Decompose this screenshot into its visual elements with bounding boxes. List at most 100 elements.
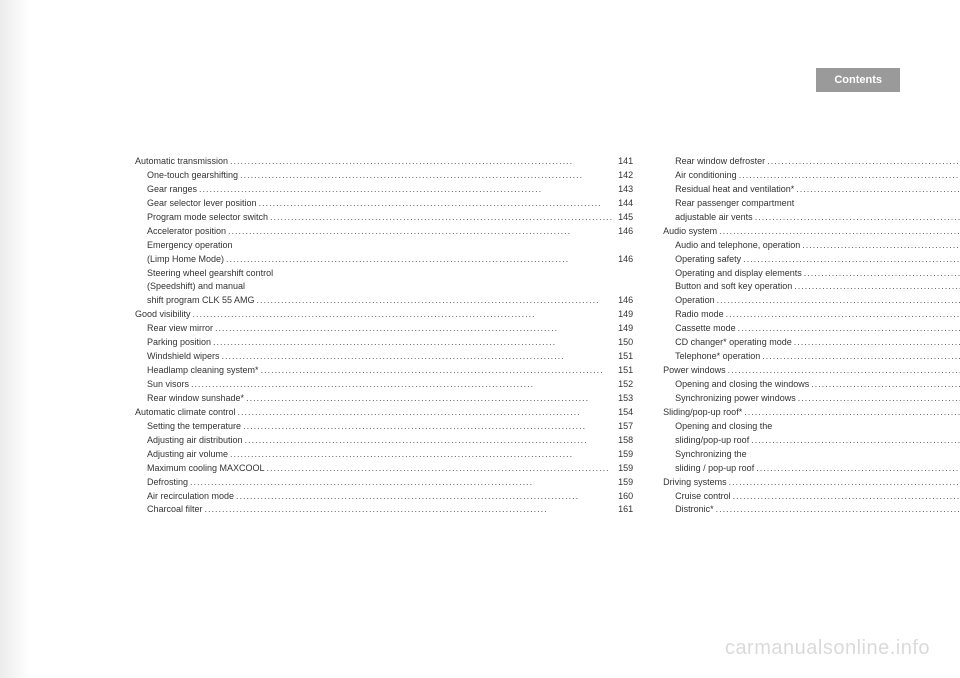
toc-entry-label: Telephone* operation [663,350,760,364]
toc-entry: Air conditioning163 [663,169,960,183]
toc-entry-label: shift program CLK 55 AMG [135,294,255,308]
toc-leader-dots [811,378,960,392]
toc-leader-dots [794,336,960,350]
toc-leader-dots [733,490,960,504]
toc-entry: Rear window sunshade* 153 [135,392,633,406]
toc-entry-page: 157 [615,420,633,434]
toc-entry-page: 149 [615,308,633,322]
toc-column-2: Rear window defroster162Air conditioning… [663,155,960,517]
watermark-text: carmanualsonline.info [725,637,930,660]
toc-entry-page: 161 [615,503,633,517]
toc-leader-dots [193,308,614,322]
toc-entry-label: One-touch gearshifting [135,169,238,183]
toc-leader-dots [259,197,614,211]
toc-entry: Rear view mirror 149 [135,322,633,336]
toc-leader-dots [762,350,960,364]
toc-columns: Automatic transmission141One-touch gears… [135,155,885,517]
toc-entry-page: 146 [615,225,633,239]
toc-entry-page: 153 [615,392,633,406]
toc-entry-label: Accelerator position [135,225,226,239]
toc-leader-dots [222,350,614,364]
toc-entry-label: Program mode selector switch [135,211,268,225]
toc-leader-dots [756,462,960,476]
toc-entry: Operation168 [663,294,960,308]
binding-shadow [0,0,30,678]
toc-entry: One-touch gearshifting 142 [135,169,633,183]
toc-entry: Adjusting air distribution158 [135,434,633,448]
toc-entry-page: 142 [615,169,633,183]
toc-entry: Cassette mode174 [663,322,960,336]
toc-entry-label: Residual heat and ventilation* [663,183,794,197]
toc-entry: Automatic transmission 141 [135,155,633,169]
toc-entry-label: Parking position [135,336,211,350]
toc-leader-dots [729,476,960,490]
toc-leader-dots [767,155,960,169]
toc-entry-label: Operating safety [663,253,741,267]
toc-entry-page: 145 [615,211,633,225]
toc-entry-label: Gear ranges [135,183,197,197]
toc-entry-label: sliding / pop-up roof [663,462,754,476]
toc-entry-page: 149 [615,322,633,336]
toc-entry-label: Rear view mirror [135,322,213,336]
toc-entry: Program mode selector switch 145 [135,211,633,225]
toc-entry: Good visibility149 [135,308,633,322]
toc-entry-label: Opening and closing the windows [663,378,809,392]
toc-entry: adjustable air vents164 [663,211,960,225]
toc-leader-dots [719,225,960,239]
toc-leader-dots [238,406,614,420]
section-title: Contents [834,74,882,86]
toc-entry: (Limp Home Mode)146 [135,253,633,267]
toc-entry: Driving systems193 [663,476,960,490]
toc-entry: Maximum cooling MAXCOOL 159 [135,462,633,476]
toc-entry-label: Cassette mode [663,322,736,336]
toc-entry-label: Synchronizing power windows [663,392,796,406]
toc-entry-label: Rear window sunshade* [135,392,244,406]
toc-entry-label: Operating and display elements [663,267,802,281]
toc-entry-label: Distronic* [663,503,714,517]
toc-entry: Telephone* operation182 [663,350,960,364]
toc-leader-dots [738,322,960,336]
toc-entry-page: 159 [615,476,633,490]
toc-entry-page: 141 [615,155,633,169]
toc-entry-page: 150 [615,336,633,350]
toc-entry: sliding / pop-up roof192 [663,462,960,476]
toc-entry: shift program CLK 55 AMG 146 [135,294,633,308]
toc-entry-page: 144 [615,197,633,211]
toc-entry-page: 146 [615,294,633,308]
toc-leader-dots [798,392,960,406]
toc-entry-label: adjustable air vents [663,211,753,225]
toc-leader-dots [802,239,960,253]
toc-leader-dots [226,253,613,267]
toc-entry-label: Air conditioning [663,169,737,183]
toc-entry-label: Automatic transmission [135,155,228,169]
toc-entry-continuation: Synchronizing the [663,448,960,462]
toc-entry-label: Air recirculation mode [135,490,234,504]
toc-entry-page: 159 [615,462,633,476]
toc-leader-dots [230,155,613,169]
toc-entry: Power windows187 [663,364,960,378]
toc-leader-dots [804,267,960,281]
toc-entry: Parking position 150 [135,336,633,350]
toc-entry: Setting the temperature157 [135,420,633,434]
toc-leader-dots [199,183,613,197]
toc-entry-label: Automatic climate control [135,406,236,420]
toc-leader-dots [205,503,614,517]
toc-leader-dots [240,169,613,183]
toc-leader-dots [261,364,614,378]
toc-leader-dots [743,253,960,267]
toc-entry: Automatic climate control154 [135,406,633,420]
toc-entry: Windshield wipers151 [135,350,633,364]
toc-entry-label: Maximum cooling MAXCOOL [135,462,265,476]
toc-entry-label: Audio and telephone, operation [663,239,800,253]
toc-entry-label: Sliding/pop-up roof* [663,406,742,420]
toc-entry: Residual heat and ventilation*163 [663,183,960,197]
toc-entry-page: 152 [615,378,633,392]
toc-entry-label: Charcoal filter [135,503,203,517]
toc-entry-label: Cruise control [663,490,731,504]
toc-leader-dots [246,392,613,406]
toc-leader-dots [717,294,960,308]
toc-leader-dots [755,211,960,225]
toc-leader-dots [191,378,613,392]
toc-entry-label: Adjusting air volume [135,448,228,462]
toc-entry: Gear selector lever position144 [135,197,633,211]
